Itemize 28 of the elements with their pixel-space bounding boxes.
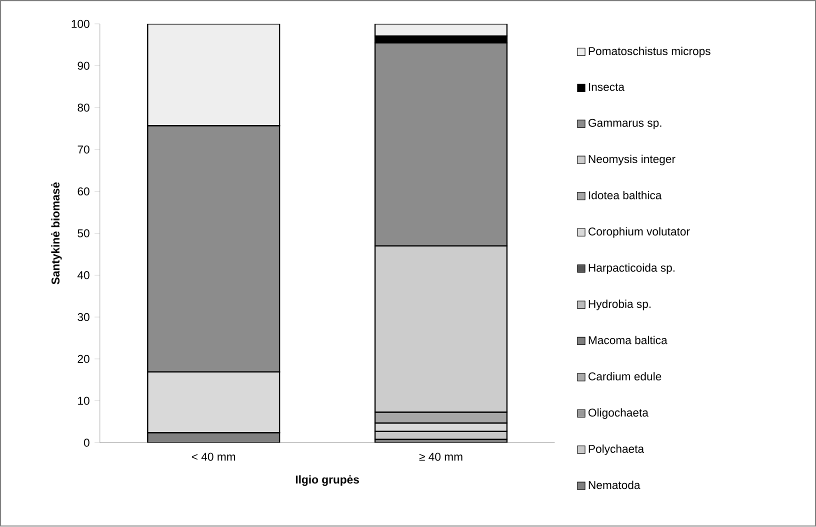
legend-label: Corophium volutator	[588, 227, 690, 238]
x-tick-label: ≥ 40 mm	[419, 452, 462, 461]
y-tick-label: 70	[78, 146, 90, 154]
legend-label: Nematoda	[588, 480, 640, 490]
legend-label: Hydrobia sp.	[588, 300, 651, 310]
y-tick-label: 50	[78, 229, 90, 238]
y-tick-label: 80	[78, 104, 90, 112]
y-tick-label: 10	[78, 397, 90, 406]
legend-label: Pomatoschistus microps	[588, 46, 710, 58]
y-tick-label: 30	[78, 313, 90, 322]
legend-label: Cardium edule	[588, 372, 662, 381]
legend-label: Polychaeta	[588, 444, 644, 456]
x-tick-label: < 40 mm	[192, 452, 236, 461]
legend-label: Oligochaeta	[588, 408, 648, 420]
legend-label: Idotea balthica	[589, 191, 662, 200]
legend-label: Harpacticoida sp.	[588, 264, 674, 274]
y-tick-label: 90	[78, 62, 90, 70]
legend-label: Insecta	[589, 83, 625, 92]
legend-label: Macoma baltica	[588, 336, 668, 344]
y-axis-title: Santykinė biomasė	[51, 182, 62, 284]
y-tick-label: 60	[78, 188, 90, 196]
y-tick-label: 40	[77, 271, 90, 280]
x-axis-title: Ilgio grupės	[296, 475, 359, 486]
y-tick-label: 0	[84, 438, 90, 447]
y-tick-label: 100	[72, 20, 90, 28]
y-tick-label: 20	[78, 355, 90, 364]
legend-label: Gammarus sp.	[588, 119, 662, 130]
legend-label: Neomysis integer	[588, 154, 676, 166]
